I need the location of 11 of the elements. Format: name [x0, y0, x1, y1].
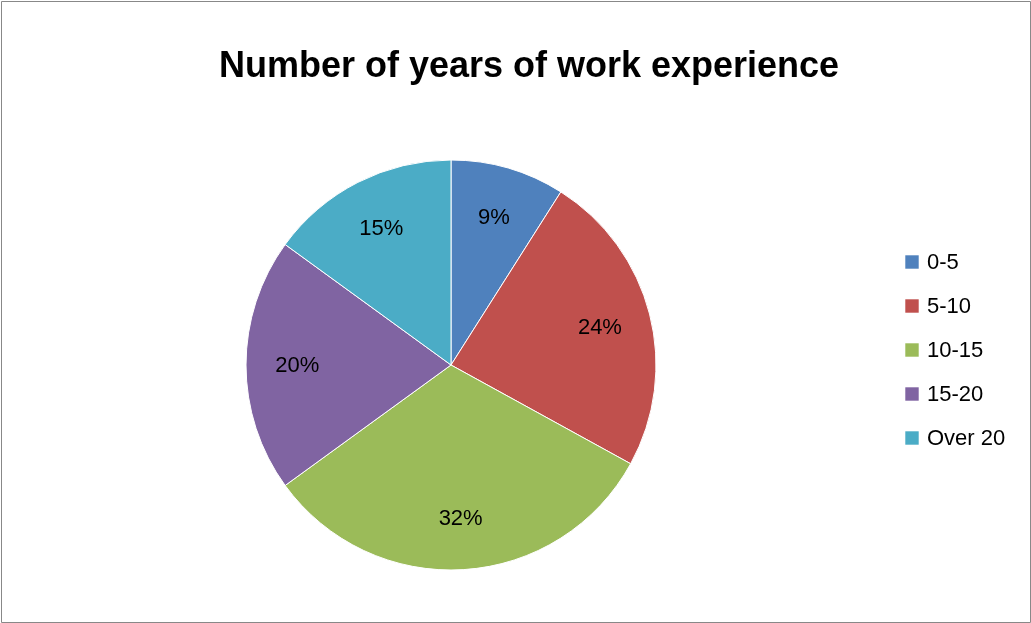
data-label: 32%	[438, 505, 483, 531]
chart-title: Number of years of work experience	[218, 44, 840, 85]
data-label: 20%	[275, 352, 320, 377]
legend-label: 0-5	[927, 249, 959, 274]
data-label: 9%	[478, 204, 510, 230]
legend-label: Over 20	[927, 425, 1006, 450]
data-label: 15%	[359, 215, 404, 241]
legend-label: 10-15	[927, 337, 984, 362]
data-label: 24%	[577, 313, 622, 339]
legend-label: 5-10	[927, 293, 972, 318]
legend-label: 15-20	[927, 381, 984, 406]
